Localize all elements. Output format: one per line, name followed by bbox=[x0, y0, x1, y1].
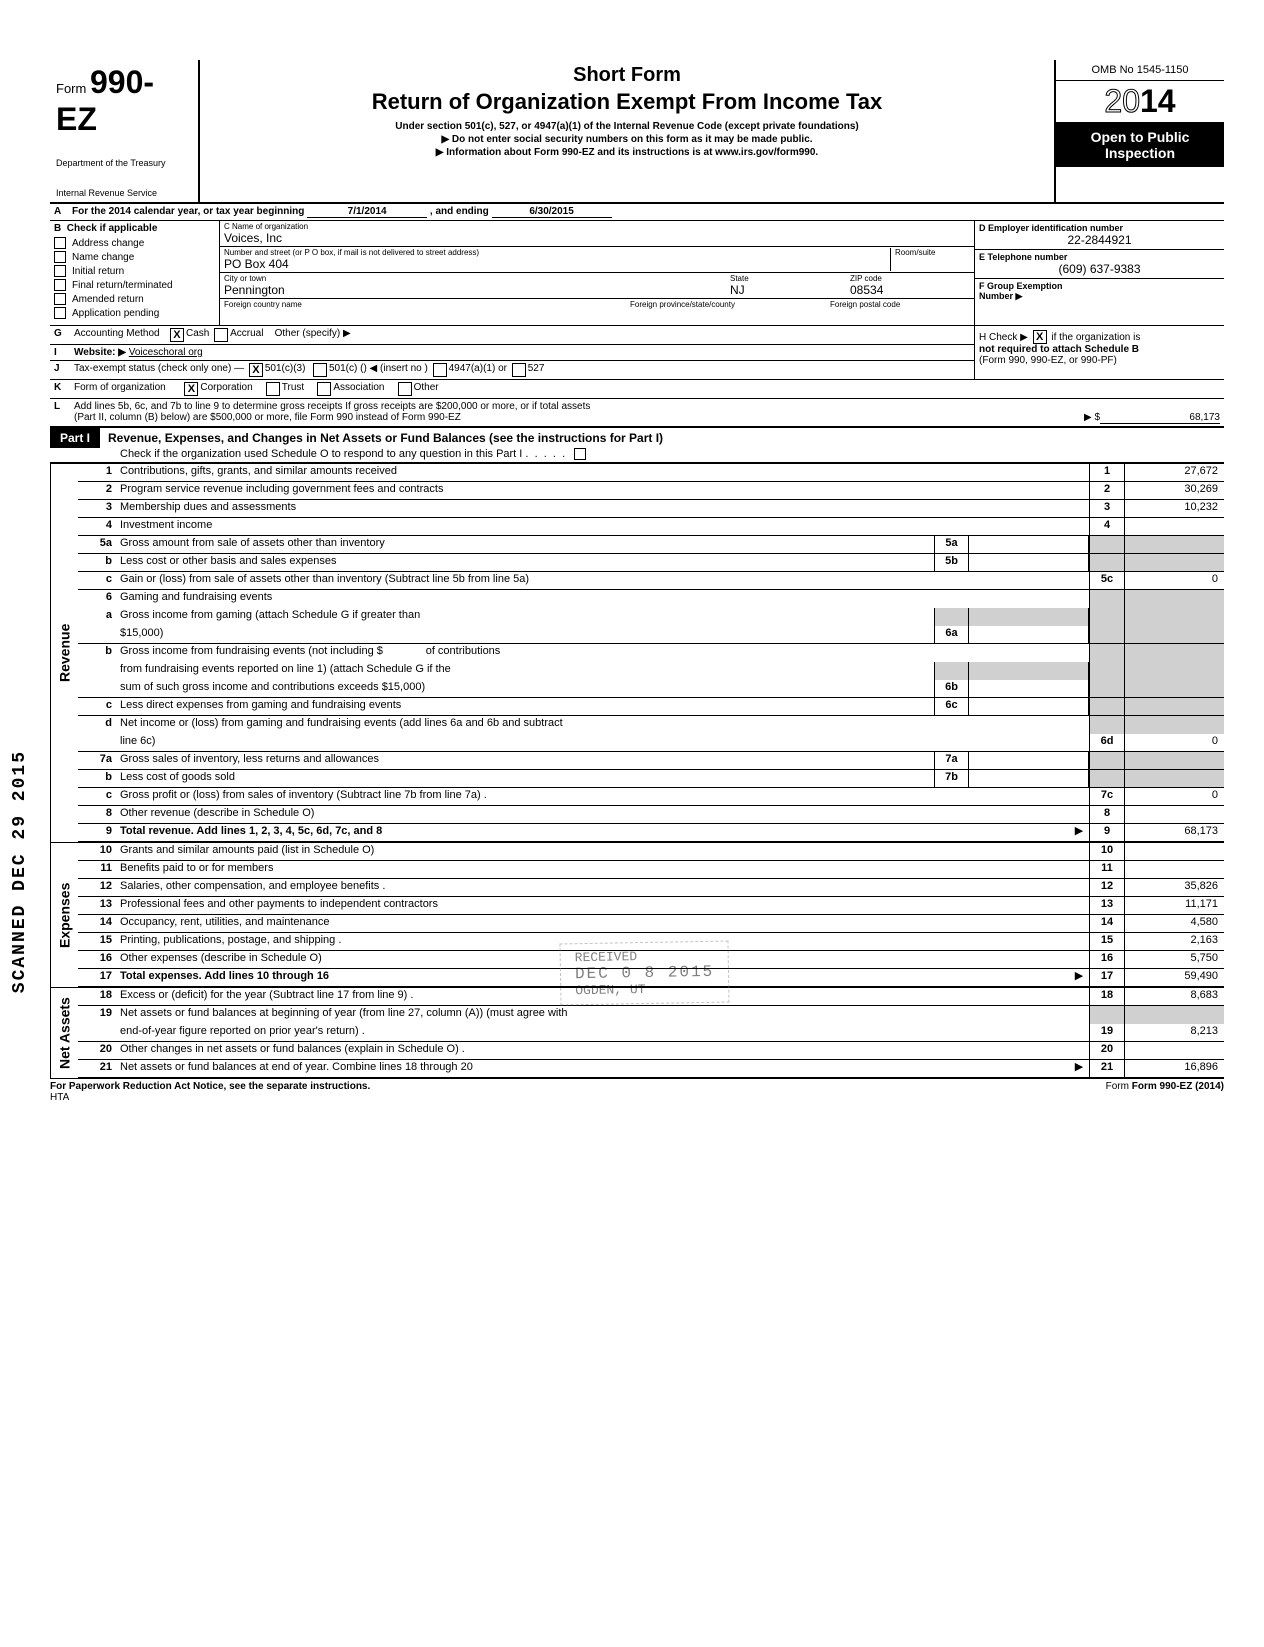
col-b: B Check if applicable Address change Nam… bbox=[50, 221, 220, 325]
title-return: Return of Organization Exempt From Incom… bbox=[210, 89, 1044, 115]
title-short: Short Form bbox=[210, 64, 1044, 87]
ein: 22-2844921 bbox=[979, 233, 1220, 247]
line21-val: 16,896 bbox=[1124, 1060, 1224, 1077]
line17-val: 59,490 bbox=[1124, 969, 1224, 986]
check-h[interactable]: X bbox=[1033, 330, 1047, 344]
col-def: D Employer identification number22-28449… bbox=[974, 221, 1224, 325]
form-number: 990-EZ bbox=[56, 64, 154, 137]
dept-line1: Department of the Treasury bbox=[56, 158, 192, 168]
row-i: I Website: ▶ Voiceschoral org bbox=[50, 345, 974, 361]
line16-val: 5,750 bbox=[1124, 951, 1224, 968]
check-initial-return[interactable]: Initial return bbox=[50, 264, 219, 278]
line8-val bbox=[1124, 806, 1224, 823]
tax-year-begin: 7/1/2014 bbox=[307, 206, 427, 218]
check-application-pending[interactable]: Application pending bbox=[50, 306, 219, 320]
line-a: A For the 2014 calendar year, or tax yea… bbox=[50, 204, 1224, 221]
open-public: Open to Public Inspection bbox=[1056, 123, 1224, 167]
line1-val: 27,672 bbox=[1124, 464, 1224, 481]
check-accrual[interactable] bbox=[214, 328, 228, 342]
phone: (609) 637-9383 bbox=[979, 262, 1220, 276]
line11-val bbox=[1124, 861, 1224, 878]
form-title-block: Short Form Return of Organization Exempt… bbox=[200, 60, 1054, 202]
line10-val bbox=[1124, 843, 1224, 860]
check-association[interactable] bbox=[317, 382, 331, 396]
line5c-val: 0 bbox=[1124, 572, 1224, 589]
omb-number: OMB No 1545-1150 bbox=[1056, 60, 1224, 81]
line12-val: 35,826 bbox=[1124, 879, 1224, 896]
line4-val bbox=[1124, 518, 1224, 535]
check-schedule-o[interactable] bbox=[574, 448, 586, 460]
sub2: ▶ Do not enter social security numbers o… bbox=[210, 134, 1044, 145]
footer: For Paperwork Reduction Act Notice, see … bbox=[50, 1078, 1224, 1103]
check-501c3[interactable]: X bbox=[249, 363, 263, 377]
check-cash[interactable]: X bbox=[170, 328, 184, 342]
check-address-change[interactable]: Address change bbox=[50, 236, 219, 250]
col-c: C Name of organization Voices, Inc Numbe… bbox=[220, 221, 974, 325]
side-expenses: Expenses bbox=[50, 843, 78, 987]
form-ref: Form Form 990-EZ (2014) bbox=[1106, 1081, 1224, 1103]
website: Voiceschoral org bbox=[129, 347, 203, 358]
revenue-section: Revenue 1Contributions, gifts, grants, a… bbox=[50, 463, 1224, 842]
line13-val: 11,171 bbox=[1124, 897, 1224, 914]
tax-year: 2014 bbox=[1056, 81, 1224, 123]
check-other-org[interactable] bbox=[398, 382, 412, 396]
line3-val: 10,232 bbox=[1124, 500, 1224, 517]
row-l: L Add lines 5b, 6c, and 7b to line 9 to … bbox=[50, 399, 1224, 428]
form-header: Form 990-EZ Department of the Treasury I… bbox=[50, 60, 1224, 204]
street-address: PO Box 404 bbox=[224, 257, 890, 271]
line9-val: 68,173 bbox=[1124, 824, 1224, 841]
line14-val: 4,580 bbox=[1124, 915, 1224, 932]
check-trust[interactable] bbox=[266, 382, 280, 396]
line6d-val: 0 bbox=[1124, 734, 1224, 751]
line2-val: 30,269 bbox=[1124, 482, 1224, 499]
row-j: J Tax-exempt status (check only one) — X… bbox=[50, 361, 974, 379]
part1-header: Part I Revenue, Expenses, and Changes in… bbox=[50, 428, 1224, 448]
gross-receipts: 68,173 bbox=[1100, 412, 1220, 424]
check-final-return[interactable]: Final return/terminated bbox=[50, 278, 219, 292]
check-4947[interactable] bbox=[433, 363, 447, 377]
line15-val: 2,163 bbox=[1124, 933, 1224, 950]
check-name-change[interactable]: Name change bbox=[50, 250, 219, 264]
state: NJ bbox=[730, 283, 850, 297]
section-bcdef: B Check if applicable Address change Nam… bbox=[50, 221, 1224, 326]
scanned-stamp: SCANNED DEC 29 2015 bbox=[10, 750, 30, 993]
line18-val: 8,683 bbox=[1124, 988, 1224, 1005]
received-stamp: RECEIVED DEC 0 8 2015 OGDEN, UT bbox=[559, 941, 729, 1006]
org-name: Voices, Inc bbox=[224, 231, 970, 245]
part1-sub: Check if the organization used Schedule … bbox=[50, 448, 1224, 463]
dept-line2: Internal Revenue Service bbox=[56, 188, 192, 198]
check-501c[interactable] bbox=[313, 363, 327, 377]
line19-val: 8,213 bbox=[1124, 1024, 1224, 1041]
side-revenue: Revenue bbox=[50, 464, 78, 842]
row-h: H Check ▶ X if the organization is not r… bbox=[974, 326, 1224, 379]
check-corporation[interactable]: X bbox=[184, 382, 198, 396]
check-527[interactable] bbox=[512, 363, 526, 377]
row-g: G Accounting Method XCash Accrual Other … bbox=[50, 326, 974, 345]
city: Pennington bbox=[224, 283, 730, 297]
form-id-block: Form 990-EZ Department of the Treasury I… bbox=[50, 60, 200, 202]
zip: 08534 bbox=[850, 283, 970, 297]
row-k: K Form of organization XCorporation Trus… bbox=[50, 380, 1224, 399]
line7c-val: 0 bbox=[1124, 788, 1224, 805]
side-netassets: Net Assets bbox=[50, 988, 78, 1078]
line20-val bbox=[1124, 1042, 1224, 1059]
form-right-block: OMB No 1545-1150 2014 Open to Public Ins… bbox=[1054, 60, 1224, 202]
tax-year-end: 6/30/2015 bbox=[492, 206, 612, 218]
form-prefix: Form bbox=[56, 81, 86, 96]
subtitle: Under section 501(c), 527, or 4947(a)(1)… bbox=[210, 121, 1044, 132]
check-amended-return[interactable]: Amended return bbox=[50, 292, 219, 306]
sub3: ▶ Information about Form 990-EZ and its … bbox=[210, 147, 1044, 158]
